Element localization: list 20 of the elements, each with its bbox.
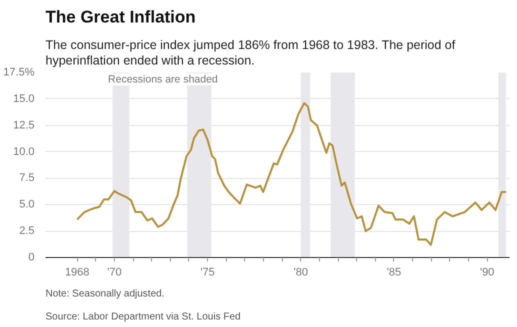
chart-subtitle: The consumer-price index jumped 186% from 1968 to 1983. The period of hyperinflation ended with a recession. [46,38,456,68]
y-tick-label: 17.5% [3,66,35,78]
chart-title: The Great Inflation [46,8,196,26]
y-tick-label: 10.0 [13,146,35,158]
annotation: Recessions are shaded [108,74,218,86]
y-tick-label: 5.0 [19,198,35,211]
text: Note: Seasonally adjusted. [46,288,164,300]
y-tick-label: 0 [28,252,35,264]
x-tick-label: 1968 [64,266,90,278]
x-tick-label: '90 [480,266,494,278]
x-tick-label: '75 [200,266,215,278]
line-series [76,102,508,246]
y-tick-label: 2.5 [19,225,35,238]
x-tick-label: '70 [107,266,122,278]
x-tick-label: '85 [386,266,402,278]
source-note: Source: Labor Department via St. Louis Fed [46,312,241,322]
x-tick-label: '80 [294,266,308,278]
y-tick-label: 15.0 [13,92,35,105]
y-tick-label: 12.5 [13,119,35,132]
y-tick-label: 7.5 [19,172,35,184]
